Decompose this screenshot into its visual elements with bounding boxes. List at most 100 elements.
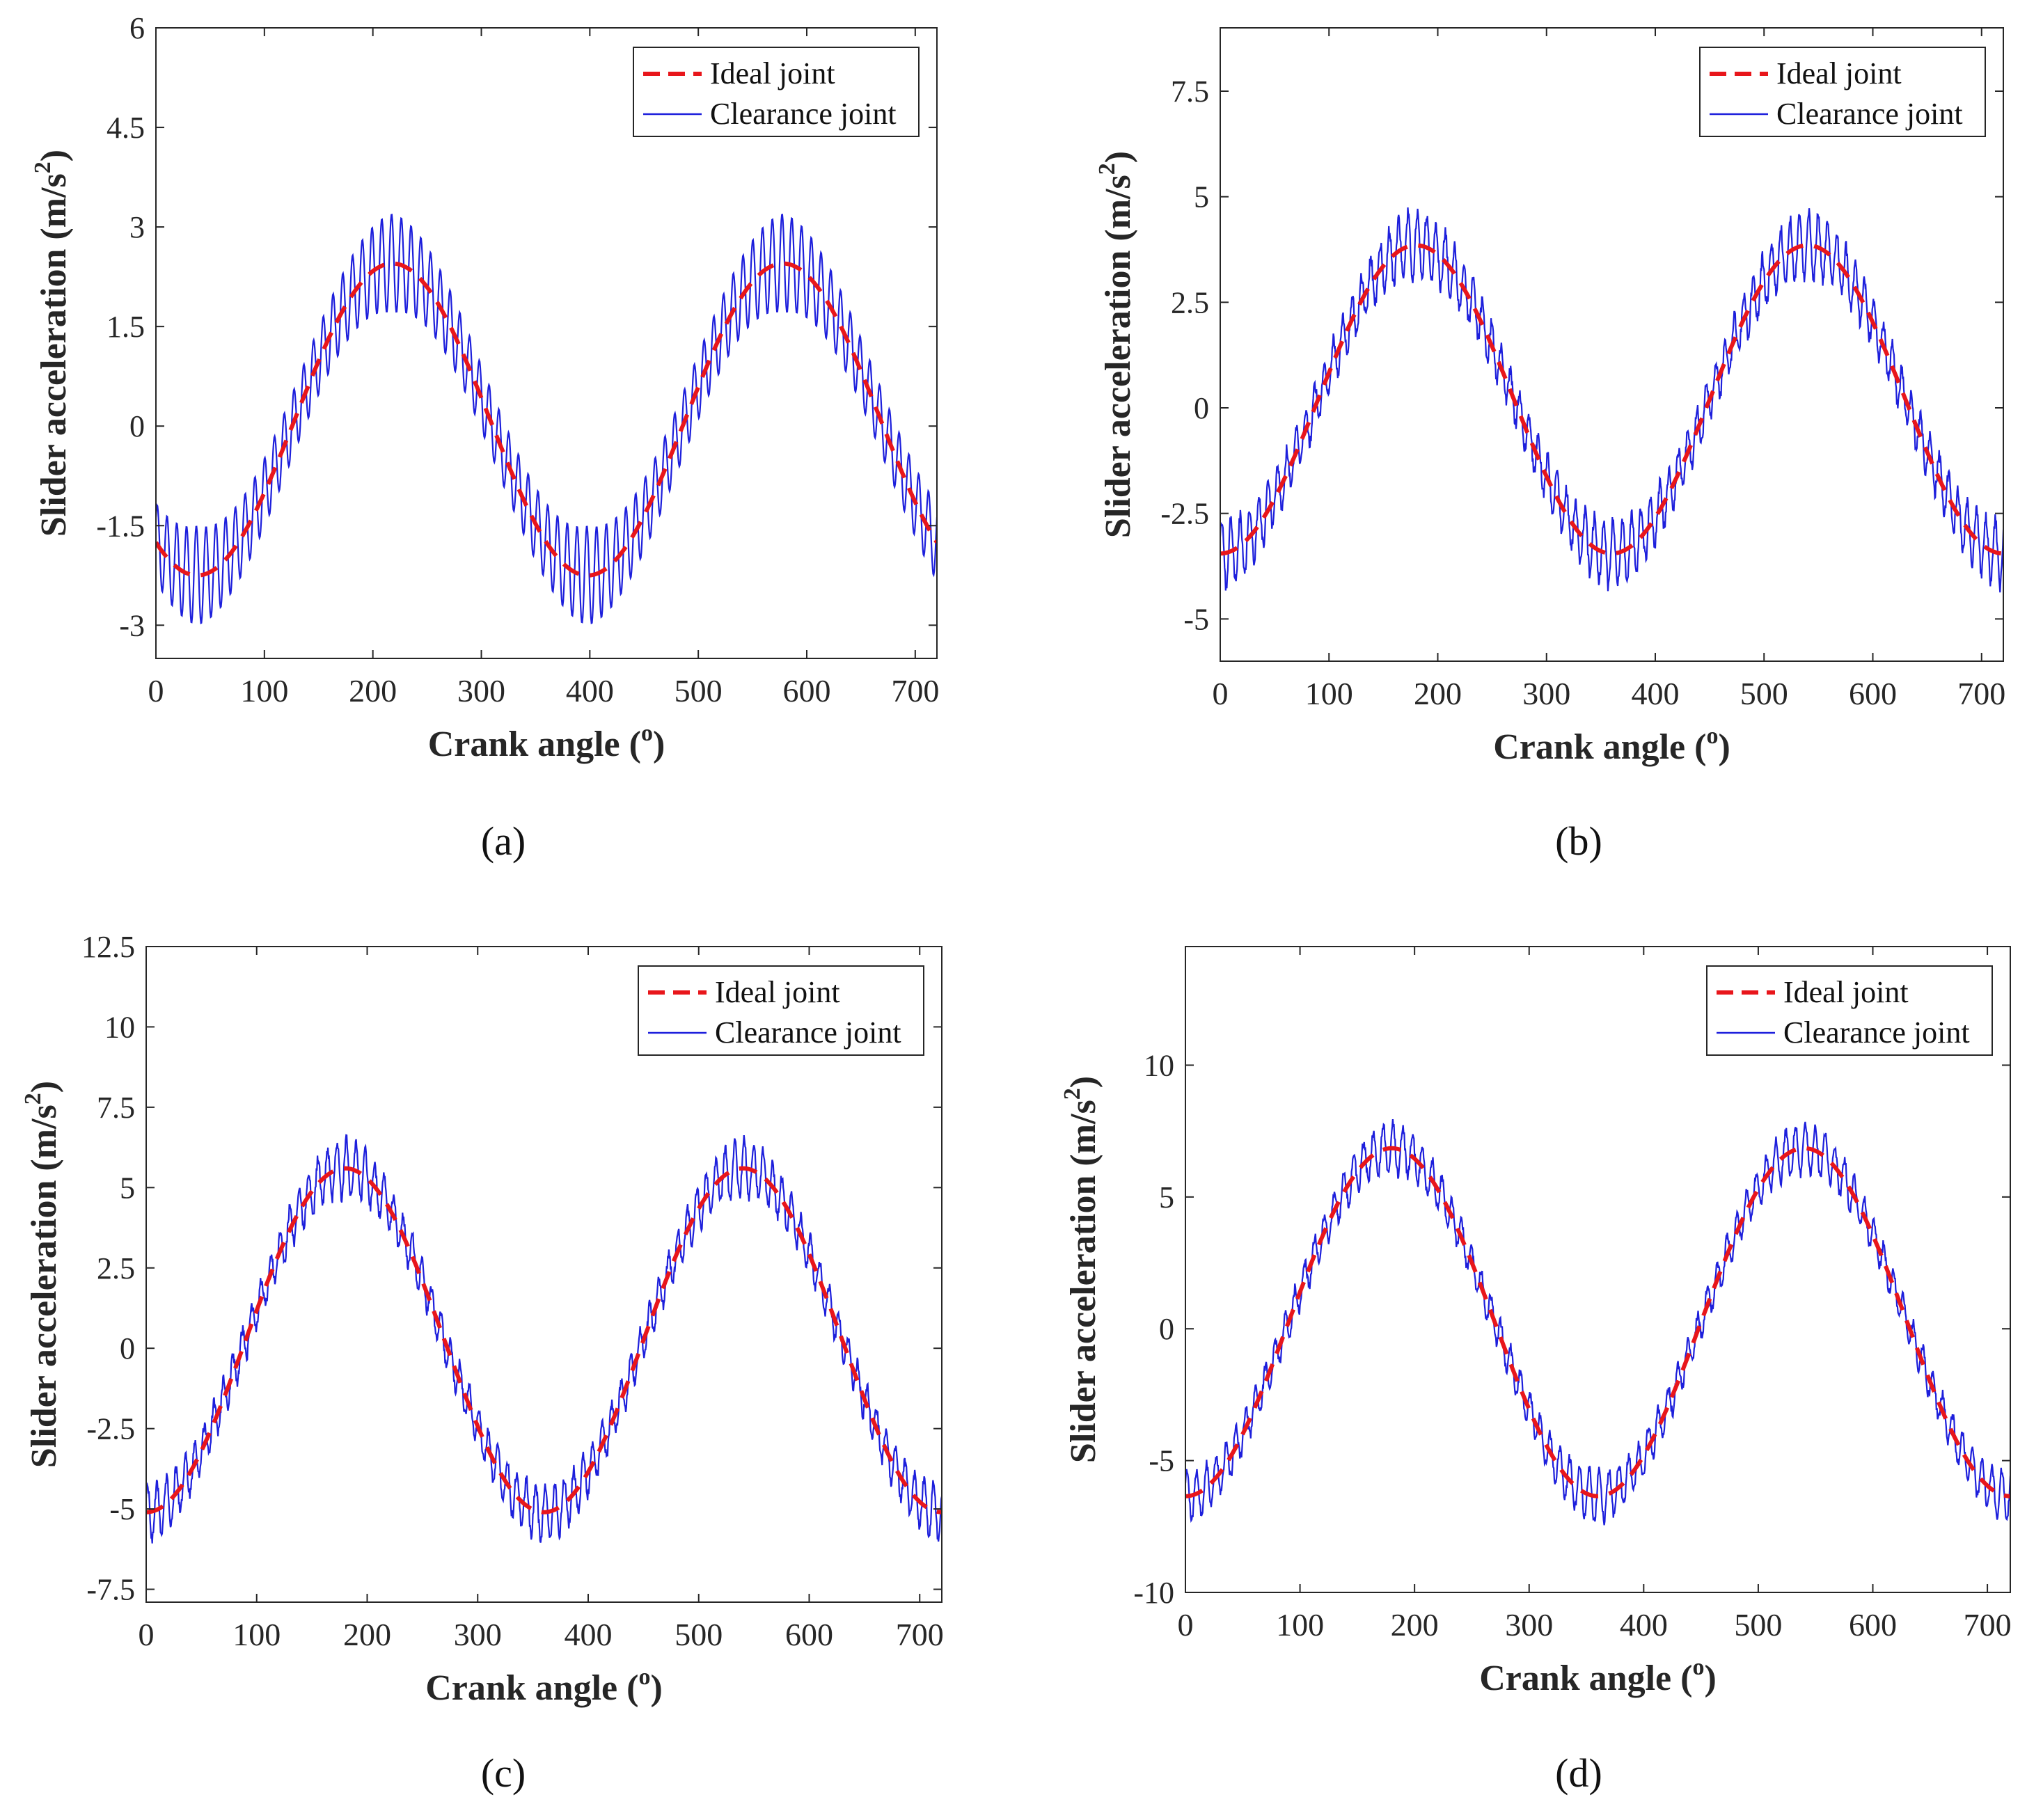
y-tick-label: -5 [1149, 1444, 1174, 1478]
y-tick-label: 2.5 [97, 1251, 135, 1285]
x-tick-label: 200 [349, 673, 397, 709]
legend-label-clearance-joint: Clearance joint [715, 1015, 901, 1050]
x-tick-label: 200 [343, 1617, 391, 1652]
y-tick-label: 1.5 [107, 310, 145, 344]
x-tick-label: 0 [148, 673, 164, 709]
legend-label-clearance-joint: Clearance joint [1783, 1015, 1970, 1050]
x-tick-label: 700 [1957, 676, 2005, 711]
chart-panel-b: 0 100 200 300 400 500 600 700 -5 -2.5 0 2.5 5 7.5 Cran… [1094, 27, 2005, 864]
y-tick-label: 2.5 [1171, 285, 1209, 319]
x-axis-label: Crank angle (o) [1479, 1654, 1717, 1698]
panel-caption: (c) [481, 1750, 526, 1796]
y-tick-label: -2.5 [1160, 497, 1209, 531]
axes-box [1220, 27, 2004, 662]
series-line-clearance-joint [1220, 207, 2003, 593]
y-tick-label: 10 [104, 1010, 135, 1044]
y-tick-label: 5 [120, 1171, 135, 1205]
legend-label-clearance-joint: Clearance joint [710, 97, 897, 131]
y-tick-label: 5 [1194, 180, 1209, 214]
x-tick-label: 300 [1505, 1607, 1553, 1643]
x-tick-label: 300 [1522, 676, 1570, 711]
axes-box [155, 27, 938, 659]
x-tick-label: 200 [1391, 1607, 1439, 1643]
legend: Ideal joint Clearance joint [1699, 47, 1986, 137]
x-tick-label: 400 [1632, 676, 1680, 711]
x-tick-label: 300 [454, 1617, 502, 1652]
y-tick-label: 3 [129, 210, 145, 244]
y-tick-label: 0 [120, 1331, 135, 1366]
x-tick-label: 700 [891, 673, 939, 709]
x-tick-label: 0 [1178, 1607, 1194, 1643]
x-tick-label: 100 [240, 673, 288, 709]
y-tick-label: 12.5 [81, 930, 135, 964]
x-tick-label: 500 [675, 673, 723, 709]
legend-box [633, 47, 920, 137]
y-axis-label: Slider acceleration (m/s2) [30, 150, 74, 537]
series-line-ideal-joint [1185, 1146, 2010, 1498]
y-tick-label: 7.5 [1171, 74, 1209, 109]
x-tick-label: 600 [783, 673, 831, 709]
panel-caption: (d) [1555, 1750, 1602, 1796]
series-line-clearance-joint [146, 1134, 942, 1544]
series-line-clearance-joint [1185, 1119, 2010, 1526]
panel-caption: (b) [1555, 818, 1602, 864]
x-axis-label: Crank angle (o) [428, 720, 665, 764]
x-axis-label: Crank angle (o) [1493, 723, 1730, 767]
x-tick-label: 600 [1849, 1607, 1897, 1643]
x-tick-label: 700 [1964, 1607, 2012, 1643]
x-tick-label: 700 [896, 1617, 944, 1652]
legend-box [638, 965, 924, 1056]
chart-panel-a: 0 100 200 300 400 500 600 700 -3 -1.5 0 1.5 3 4.5 6 Cra… [30, 11, 939, 864]
chart-panel-d: 0 100 200 300 400 500 600 700 -10 -5 0 5 10 Crank ang… [1059, 946, 2012, 1796]
series-line-ideal-joint [146, 1166, 942, 1514]
y-tick-label: 4.5 [107, 111, 145, 145]
x-tick-label: 500 [675, 1617, 723, 1652]
x-tick-label: 400 [565, 1617, 613, 1652]
x-tick-label: 400 [566, 673, 614, 709]
y-tick-label: 0 [129, 409, 145, 443]
series-line-ideal-joint [1220, 243, 2003, 556]
legend-label-ideal-joint: Ideal joint [1783, 975, 1909, 1009]
y-tick-label: 0 [1159, 1312, 1174, 1346]
x-tick-label: 0 [139, 1617, 155, 1652]
x-tick-label: 500 [1740, 676, 1788, 711]
x-tick-label: 500 [1734, 1607, 1782, 1643]
y-tick-label: -1.5 [96, 509, 145, 543]
x-tick-label: 600 [785, 1617, 833, 1652]
series-line-clearance-joint [156, 213, 937, 625]
legend: Ideal joint Clearance joint [638, 965, 924, 1056]
x-tick-label: 100 [1276, 1607, 1324, 1643]
y-tick-label: -3 [119, 608, 145, 642]
y-tick-label: -10 [1133, 1576, 1174, 1610]
y-tick-label: 7.5 [97, 1091, 135, 1125]
legend-label-ideal-joint: Ideal joint [715, 975, 840, 1009]
y-tick-label: -2.5 [86, 1412, 135, 1446]
y-axis-label: Slider acceleration (m/s2) [1094, 151, 1138, 538]
x-tick-label: 300 [457, 673, 505, 709]
legend-box [1699, 47, 1986, 137]
y-tick-label: 6 [129, 11, 145, 45]
y-tick-label: -5 [109, 1492, 135, 1526]
y-tick-label: 5 [1159, 1180, 1174, 1214]
legend-box [1706, 965, 1993, 1056]
legend: Ideal joint Clearance joint [633, 47, 920, 137]
legend-label-ideal-joint: Ideal joint [710, 56, 835, 90]
chart-panel-c: 0 100 200 300 400 500 600 700 -7.5 -5 -2.5 0 2.5 5 7.5… [20, 930, 944, 1796]
y-axis-label: Slider acceleration (m/s2) [1059, 1076, 1103, 1463]
axes-box [1185, 946, 2011, 1593]
y-axis-label: Slider acceleration (m/s2) [20, 1081, 64, 1468]
x-tick-label: 0 [1213, 676, 1229, 711]
x-tick-label: 200 [1414, 676, 1462, 711]
x-tick-label: 100 [232, 1617, 281, 1652]
legend-label-ideal-joint: Ideal joint [1776, 56, 1902, 90]
y-tick-label: 0 [1194, 391, 1209, 425]
y-tick-label: 10 [1144, 1048, 1174, 1082]
x-tick-label: 100 [1305, 676, 1353, 711]
y-tick-label: -5 [1183, 602, 1209, 636]
axes-box [145, 946, 942, 1603]
legend-label-clearance-joint: Clearance joint [1776, 97, 1963, 131]
panel-caption: (a) [481, 818, 526, 864]
x-axis-label: Crank angle (o) [425, 1664, 663, 1708]
y-tick-label: -7.5 [86, 1573, 135, 1607]
